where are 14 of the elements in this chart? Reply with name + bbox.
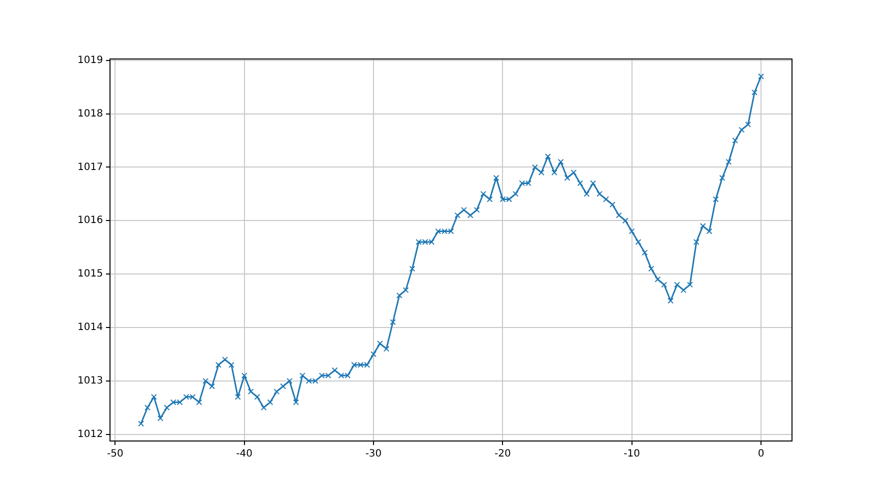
x-tick-label: -40	[236, 448, 253, 460]
y-tick-label: 1015	[78, 268, 103, 280]
y-tick-label: 1017	[78, 162, 103, 173]
y-tick-label: 1016	[78, 215, 103, 226]
x-tick-label: -50	[106, 448, 124, 460]
y-tick-label: 1012	[78, 428, 103, 440]
y-tick-label: 1013	[78, 375, 103, 386]
x-tick-label: 0	[758, 448, 764, 460]
y-tick-label: 1018	[78, 108, 103, 120]
y-tick-label: 1019	[78, 54, 103, 66]
x-tick-label: -10	[624, 448, 640, 460]
x-tick-label: -20	[494, 448, 511, 460]
x-tick-label: -30	[365, 448, 382, 460]
y-tick-label: 1014	[78, 322, 103, 334]
